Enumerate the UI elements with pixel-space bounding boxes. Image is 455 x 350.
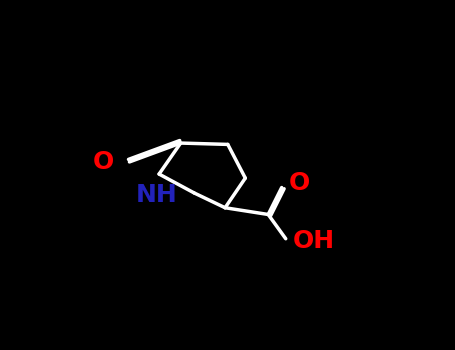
Text: O: O: [93, 150, 114, 174]
Text: O: O: [288, 172, 310, 196]
Text: NH: NH: [136, 183, 178, 207]
Text: OH: OH: [293, 229, 334, 253]
